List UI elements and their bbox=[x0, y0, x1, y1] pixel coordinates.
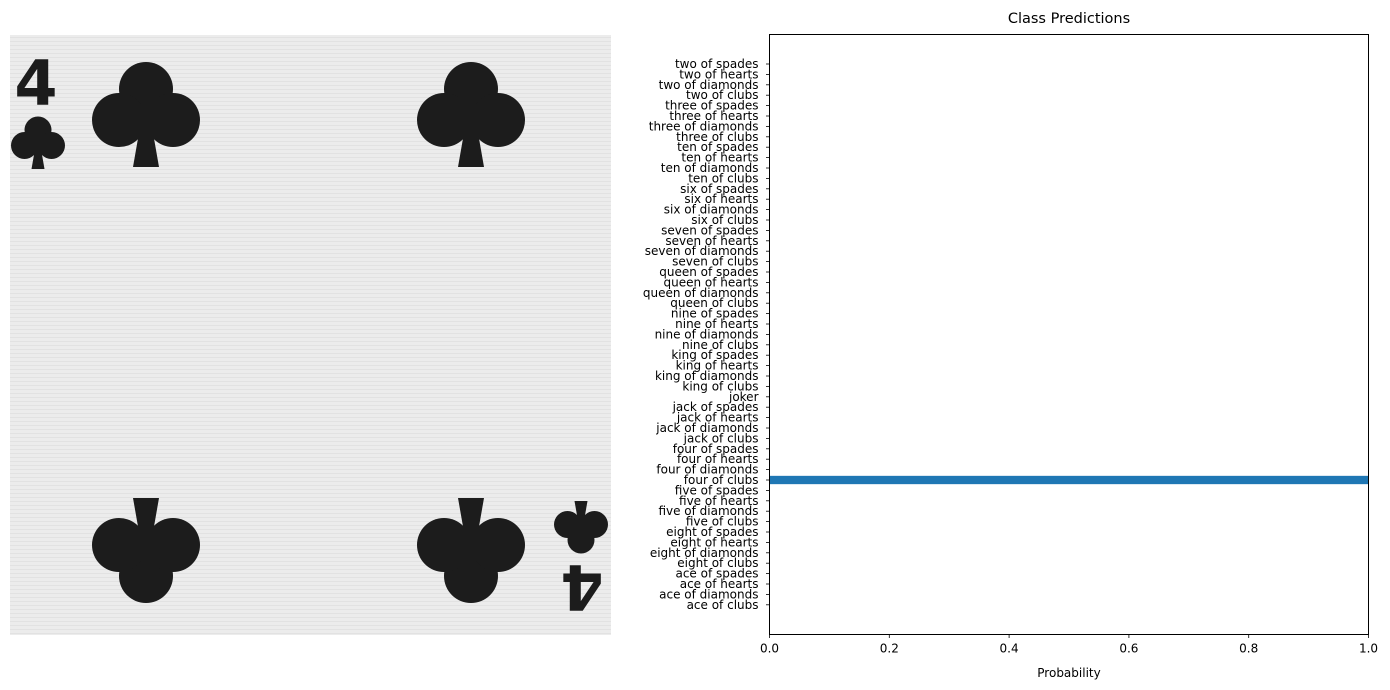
x-axis-label: Probability bbox=[1037, 666, 1100, 680]
x-axis: 0.0 0.2 0.4 0.6 0.8 1.0 bbox=[760, 635, 1378, 656]
y-tick-label: ace of clubs bbox=[687, 598, 759, 612]
bar-four-of-clubs bbox=[770, 476, 1369, 484]
x-tick-label: 0.0 bbox=[760, 642, 779, 656]
bars-layer bbox=[770, 476, 1369, 484]
x-tick-label: 0.2 bbox=[880, 642, 899, 656]
plot-frame bbox=[770, 35, 1369, 635]
x-tick-label: 0.6 bbox=[1119, 642, 1138, 656]
x-tick-label: 1.0 bbox=[1359, 642, 1378, 656]
x-tick-label: 0.4 bbox=[1000, 642, 1019, 656]
x-tick-label: 0.8 bbox=[1239, 642, 1258, 656]
chart-title: Class Predictions bbox=[1008, 11, 1130, 27]
